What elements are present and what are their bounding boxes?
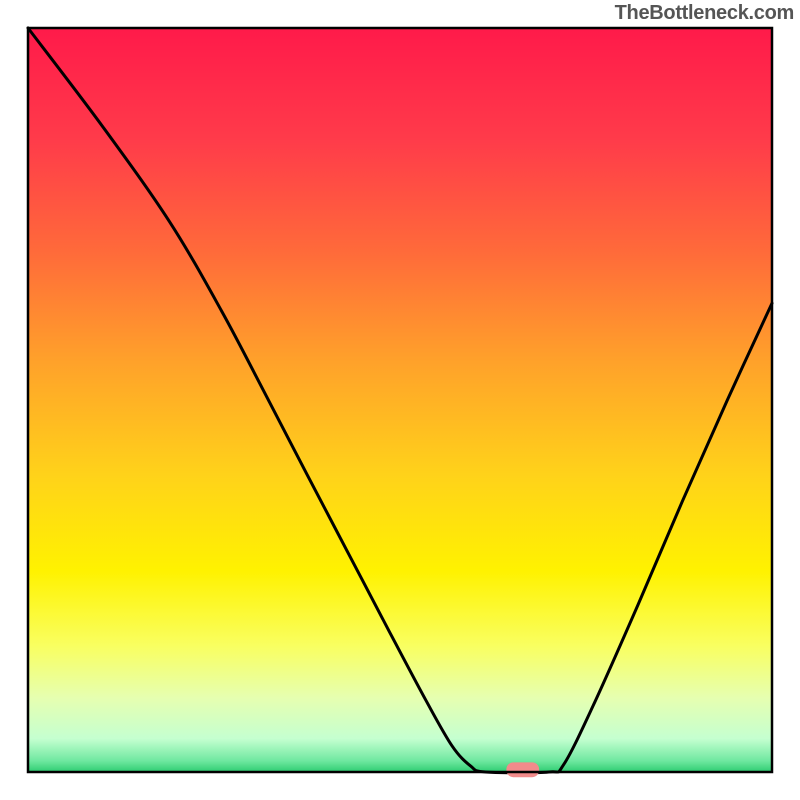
watermark-text: TheBottleneck.com [615,2,794,25]
plot-background [28,28,772,772]
chart-svg [0,0,800,800]
bottleneck-chart: TheBottleneck.com [0,0,800,800]
optimal-point-marker [506,762,539,777]
